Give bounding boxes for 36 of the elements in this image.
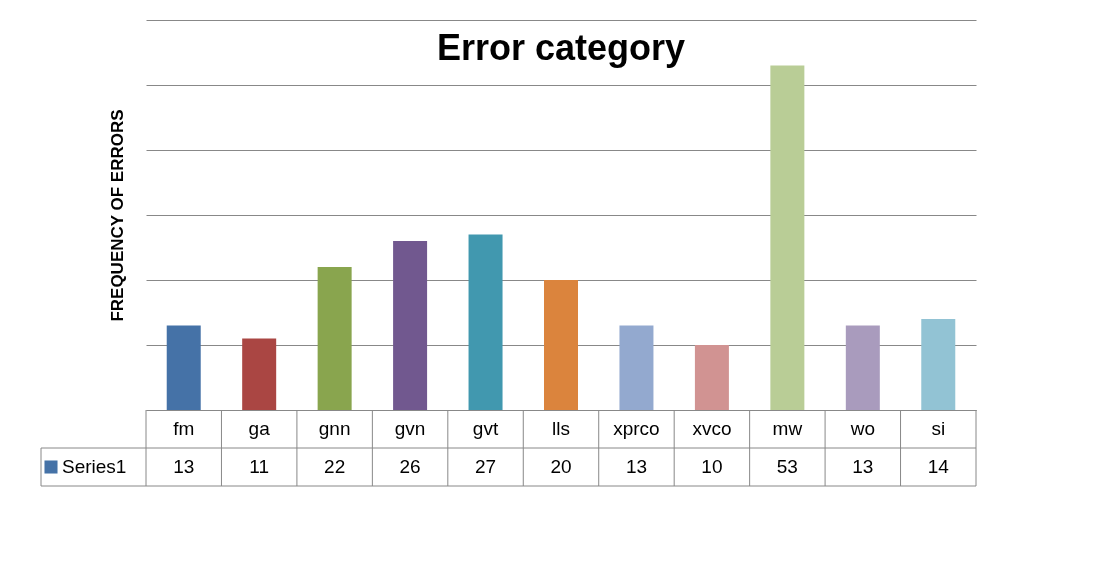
bar (317, 267, 352, 410)
data-label: 13 (625, 456, 648, 477)
bar (468, 234, 503, 410)
bar (393, 241, 428, 410)
x-tick-label: xprco (613, 418, 660, 439)
data-label: 11 (249, 456, 270, 477)
bar (166, 325, 201, 410)
data-label: 22 (324, 456, 346, 477)
bar (921, 319, 956, 410)
data-label: 10 (701, 456, 723, 477)
bar (845, 325, 880, 410)
data-label: 13 (852, 456, 874, 477)
x-tick-label: gvn (394, 418, 426, 439)
data-label: 26 (399, 456, 421, 477)
bar (770, 65, 805, 410)
chart-title: Error category (436, 27, 686, 68)
x-tick-label: gnn (318, 418, 351, 439)
bar (544, 280, 578, 410)
x-tick-label: fm (173, 418, 195, 439)
bar (694, 345, 729, 410)
data-label: 13 (173, 456, 195, 477)
x-tick-label: mw (772, 418, 803, 439)
data-label: 27 (474, 456, 497, 477)
legend-label: Series1 (62, 456, 127, 477)
bar (242, 338, 277, 410)
x-tick-label: lls (552, 418, 570, 439)
bar (619, 325, 654, 410)
x-tick-label: gvt (472, 418, 499, 439)
data-label: 53 (776, 456, 798, 477)
x-tick-label: xvco (692, 418, 732, 439)
data-label: 20 (550, 456, 572, 477)
y-axis-title: FREQUENCY OF ERRORS (107, 109, 127, 322)
x-tick-label: si (931, 418, 946, 439)
data-label: 14 (927, 456, 950, 477)
x-tick-label: wo (849, 418, 875, 439)
x-tick-label: ga (248, 418, 271, 439)
